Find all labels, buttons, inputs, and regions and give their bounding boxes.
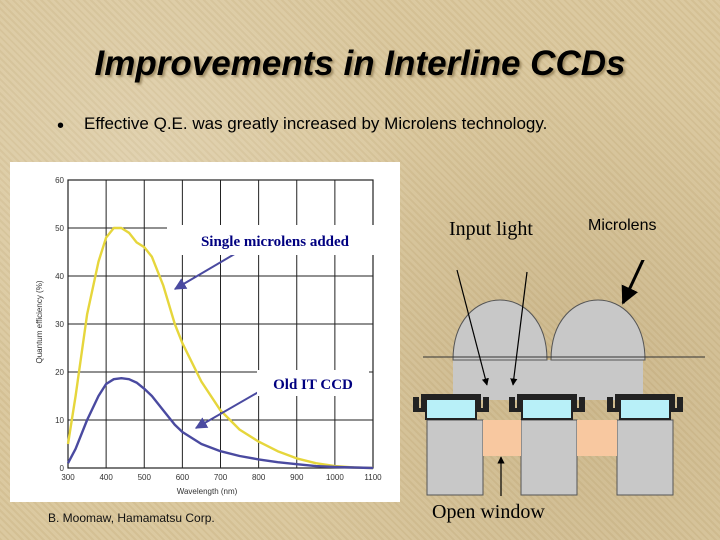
arrow-microlens <box>173 251 239 290</box>
credit-text: B. Moomaw, Hamamatsu Corp. <box>48 511 215 525</box>
photodiode-left <box>413 394 489 420</box>
x-tick-label: 900 <box>290 473 304 482</box>
chart-series <box>66 226 374 470</box>
y-tick-label: 0 <box>60 464 65 473</box>
open-window-label: Open window <box>432 501 545 523</box>
x-tick-label: 1000 <box>326 473 344 482</box>
y-tick-label: 30 <box>55 320 64 329</box>
annotation-microlens: Single microlens added <box>167 225 383 255</box>
open-window-left <box>483 420 521 456</box>
y-tick-label: 60 <box>55 176 64 185</box>
x-tick-label: 800 <box>252 473 266 482</box>
y-axis-label: Quantum efficiency (%) <box>35 280 44 363</box>
x-tick-label: 700 <box>214 473 228 482</box>
pixel-pillar-left <box>426 419 484 496</box>
arrow-old-ccd <box>194 389 263 429</box>
x-tick-label: 400 <box>99 473 113 482</box>
input-light-label: Input light <box>449 218 533 240</box>
chart-arrows <box>173 251 263 429</box>
x-tick-label: 1100 <box>364 473 382 482</box>
bullet-text: Effective Q.E. was greatly increased by … <box>84 114 548 133</box>
annotation-old-ccd-text: Old IT CCD <box>273 377 353 393</box>
photodiode-middle <box>509 394 585 420</box>
pixel-pillar-right <box>616 419 674 496</box>
pixel-pillar-middle <box>520 419 578 496</box>
chart-axes: 300 400 500 600 700 800 900 1000 1100 0 10 20 30 40 50… <box>55 176 382 482</box>
x-tick-label: 600 <box>176 473 190 482</box>
y-tick-label: 40 <box>55 272 64 281</box>
y-tick-label: 20 <box>55 368 64 377</box>
qe-chart: 300 400 500 600 700 800 900 1000 1100 0 10 20 30 40 50… <box>10 162 400 502</box>
series-line-microlens <box>66 226 374 470</box>
annotation-old-ccd: Old IT CCD <box>257 370 369 396</box>
microlens-label: Microlens <box>588 217 657 234</box>
microlens-arrow <box>621 260 645 305</box>
y-tick-label: 50 <box>55 224 64 233</box>
microlens-right <box>550 299 646 361</box>
y-tick-label: 10 <box>55 416 64 425</box>
open-window-right <box>577 420 617 456</box>
slide-title: Improvements in Interline CCDs <box>94 44 626 83</box>
photodiode-right <box>607 394 683 420</box>
ccd-diagram <box>413 260 705 496</box>
series-line-old_it_ccd <box>66 377 374 470</box>
annotation-microlens-text: Single microlens added <box>201 234 350 250</box>
plot-frame <box>67 179 374 469</box>
input-light-arrow-1 <box>456 269 489 386</box>
x-tick-label: 300 <box>61 473 75 482</box>
x-tick-label: 500 <box>138 473 152 482</box>
x-axis-label: Wavelength (nm) <box>177 487 238 496</box>
input-light-arrow-2 <box>510 271 528 386</box>
bullet-marker: • <box>57 115 65 137</box>
